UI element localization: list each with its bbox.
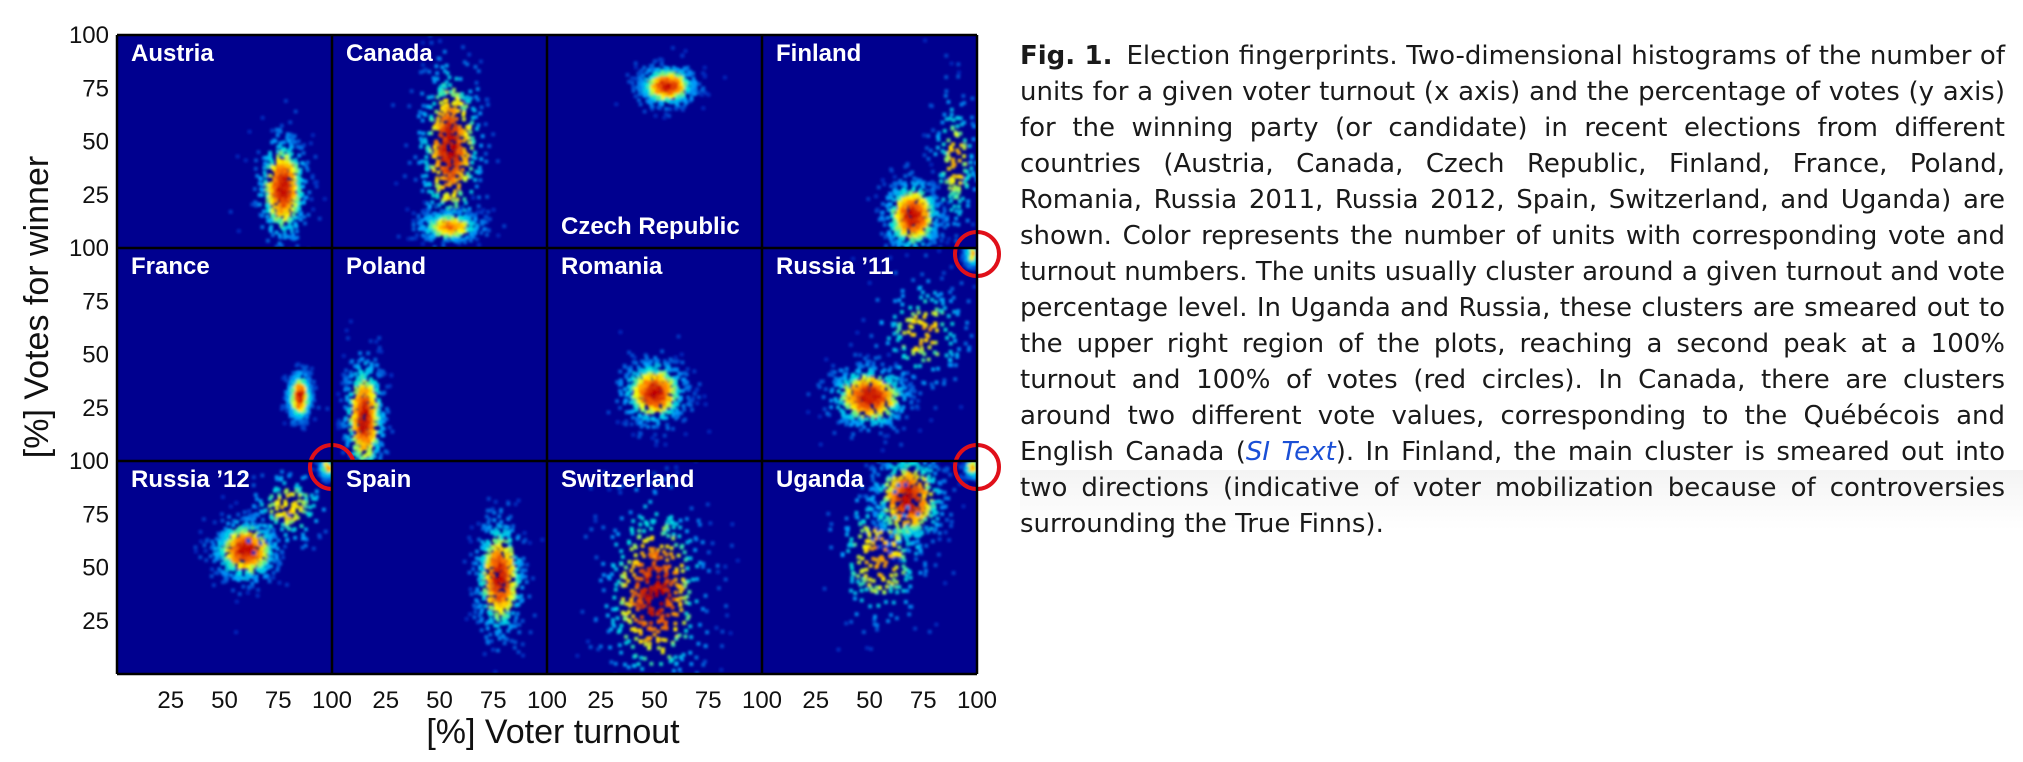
x-tick-label: 75 — [480, 687, 507, 714]
panel-czech-republic: Czech Republic — [547, 35, 762, 248]
panel-title: Romania — [561, 253, 663, 280]
y-tick-label: 50 — [82, 129, 109, 156]
panel-austria: Austria — [117, 35, 332, 248]
panel-background — [762, 35, 977, 248]
panel-title: Russia ’11 — [776, 253, 893, 280]
x-tick-label: 100 — [742, 687, 782, 714]
x-axis-label: [%] Voter turnout — [426, 713, 680, 751]
grid-lines — [115, 33, 979, 676]
panel-canada: Canada — [332, 35, 547, 248]
x-tick-label: 100 — [312, 687, 352, 714]
x-tick-label: 75 — [265, 687, 292, 714]
x-tick-label: 100 — [957, 687, 997, 714]
panel-title: Switzerland — [561, 466, 694, 493]
x-tick-label: 25 — [802, 687, 829, 714]
panel-title: Canada — [346, 40, 433, 67]
y-axis-label: [%] Votes for winner — [18, 156, 56, 458]
heat-cloud — [391, 35, 507, 248]
election-fingerprints-figure: Austria Canada Czech Republic Finland France… — [18, 22, 1001, 751]
y-tick-label: 25 — [82, 182, 109, 209]
y-tick-label: 50 — [82, 342, 109, 369]
heat-cloud — [462, 496, 545, 674]
caption-text: Election fingerprints. Two-dimensional h… — [1020, 41, 2005, 467]
panel-title: Russia ’12 — [131, 466, 250, 493]
panel-uganda: Uganda — [762, 443, 1001, 674]
panel-background — [332, 35, 547, 248]
panel-title: Uganda — [776, 466, 865, 493]
x-tick-label: 25 — [157, 687, 184, 714]
heat-cloud — [575, 461, 740, 674]
x-tick-label: 100 — [527, 687, 567, 714]
caption-shadow — [1020, 470, 2023, 530]
heat-cloud — [193, 461, 332, 635]
y-tick-label: 25 — [82, 608, 109, 635]
x-tick-label: 50 — [856, 687, 883, 714]
heat-cloud — [606, 330, 712, 448]
axis-ticks: 100 75 50 25 100 75 50 25 100 75 50 25 25 50 75 100 25 50… — [69, 22, 997, 714]
y-tick-label: 100 — [69, 448, 109, 475]
panel-title: Spain — [346, 466, 411, 493]
heat-cloud — [614, 45, 727, 120]
panel-france: France — [117, 248, 332, 461]
panel-russia-12: Russia ’12 — [117, 443, 356, 674]
si-text-link[interactable]: SI Text — [1245, 437, 1336, 467]
panel-finland: Finland — [762, 35, 977, 248]
x-tick-label: 75 — [695, 687, 722, 714]
figure-caption: Fig. 1. Election fingerprints. Two-dimens… — [1020, 38, 2005, 542]
x-tick-label: 25 — [587, 687, 614, 714]
x-tick-label: 50 — [211, 687, 238, 714]
panel-russia-11: Russia ’11 — [762, 230, 1001, 461]
panel-title: Austria — [131, 40, 214, 67]
y-tick-label: 75 — [82, 288, 109, 315]
heat-cloud — [866, 38, 977, 248]
x-tick-label: 50 — [641, 687, 668, 714]
heat-cloud — [228, 98, 327, 248]
panel-switzerland: Switzerland — [547, 461, 762, 674]
caption-text-end: ). In Finland, the main cluster is smear… — [1020, 437, 2005, 539]
y-tick-label: 100 — [69, 22, 109, 49]
panel-title: Czech Republic — [561, 213, 740, 240]
panel-spain: Spain — [332, 461, 547, 674]
heat-cloud — [279, 362, 330, 432]
y-tick-label: 75 — [82, 75, 109, 102]
x-tick-label: 75 — [910, 687, 937, 714]
panel-title: Finland — [776, 40, 861, 67]
y-tick-label: 100 — [69, 235, 109, 262]
x-tick-label: 50 — [426, 687, 453, 714]
y-tick-label: 50 — [82, 555, 109, 582]
heat-cloud — [336, 319, 395, 461]
heat-cloud — [806, 248, 977, 453]
y-tick-label: 25 — [82, 395, 109, 422]
panel-poland: Poland — [332, 248, 547, 461]
panel-romania: Romania — [547, 248, 762, 461]
figure-label: Fig. 1. — [1020, 41, 1113, 71]
panels-layer: Austria Canada Czech Republic Finland France… — [117, 35, 1001, 674]
panel-title: France — [131, 253, 210, 280]
panel-title: Poland — [346, 253, 426, 280]
x-tick-label: 25 — [372, 687, 399, 714]
y-tick-label: 75 — [82, 501, 109, 528]
